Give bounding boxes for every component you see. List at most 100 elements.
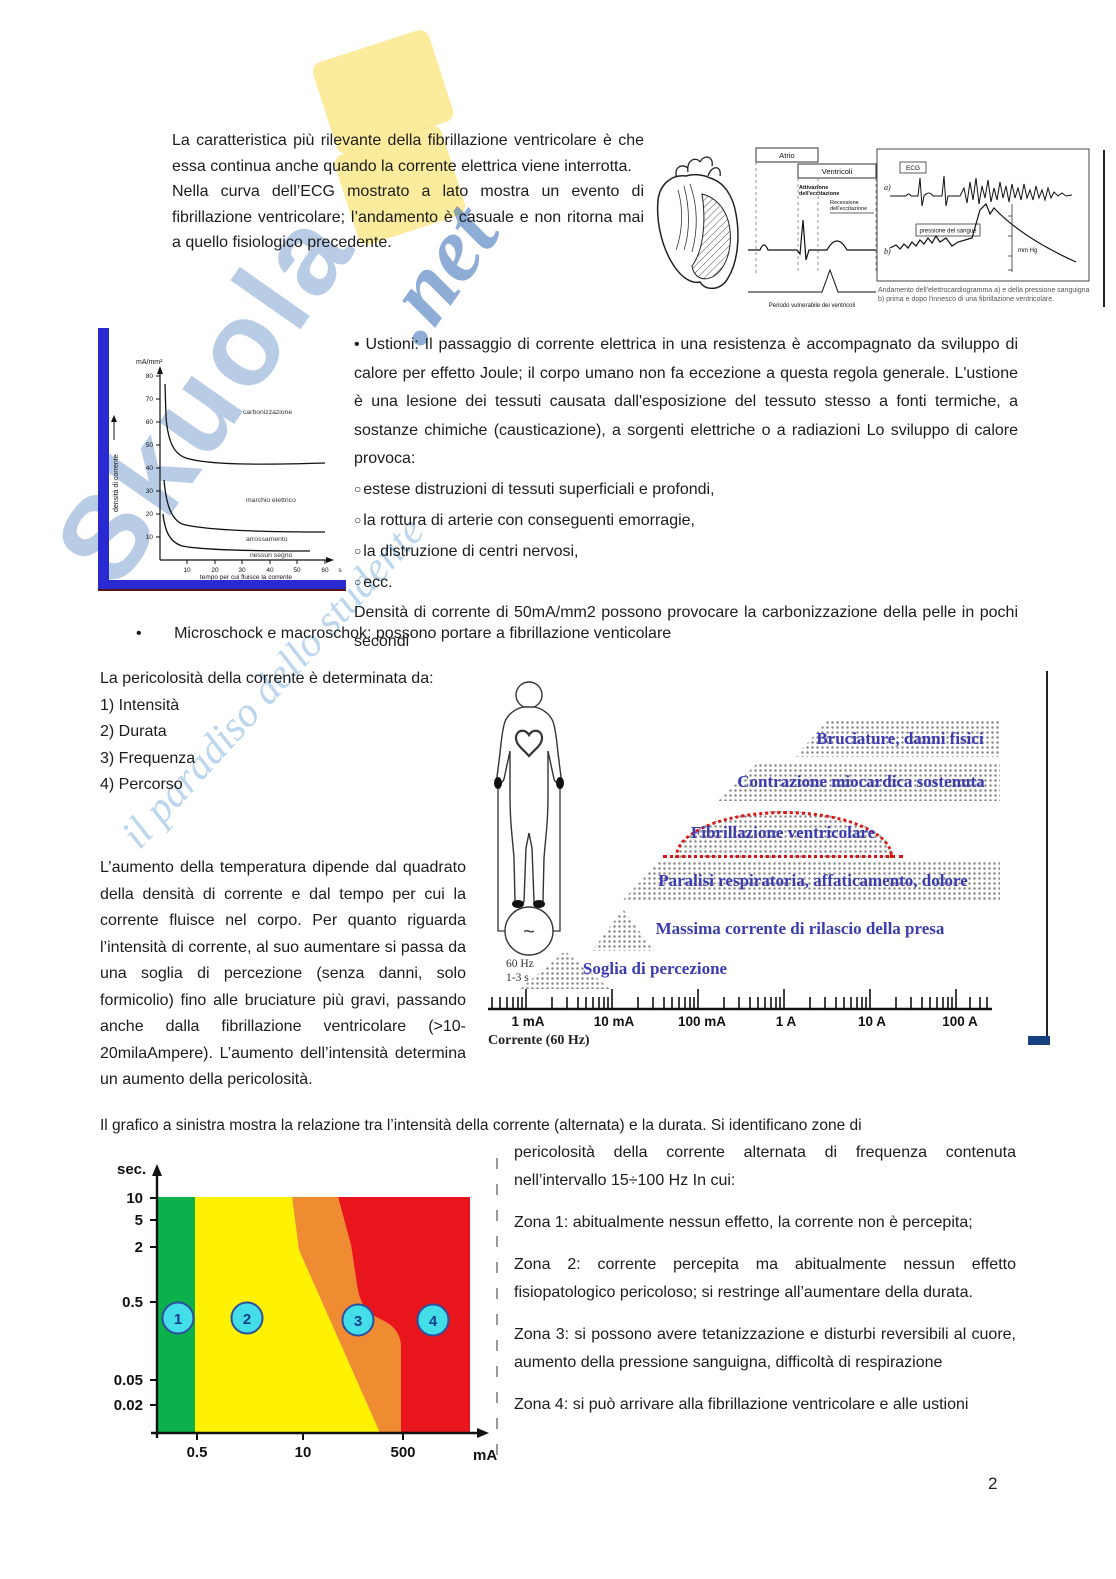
curve-arrossamento (162, 513, 311, 552)
ustioni-paragraph: • Ustioni: Il passaggio di corrente elet… (354, 331, 1018, 474)
zona-2-paragraph: Zona 2: corrente percepita ma abitualmen… (514, 1256, 1016, 1301)
svg-text:2: 2 (243, 1311, 251, 1328)
current-scale-ruler: 1 mA 10 mA 100 mA 1 A 10 A 100 A (488, 989, 992, 1029)
chart-frame-bottom (98, 580, 346, 589)
aumento-paragraph: L’aumento della temperatura dipende dal … (100, 859, 466, 1088)
x-tick-labels: 10 20 30 40 50 60 s (183, 567, 342, 574)
zone-chart-figure: sec. mA 10 5 2 0.5 0.05 0.02 0.5 10 500 … (114, 1161, 498, 1464)
ustioni-list: ○ estese distruzioni di tessuti superfici… (354, 474, 1018, 598)
intro-paragraph-2: Nella curva dell’ECG mostrato a lato mos… (172, 183, 644, 251)
periodo-label: Periodo vulnerabile dei ventricoli (769, 303, 855, 309)
svg-text:0.05: 0.05 (114, 1372, 143, 1389)
curve-marchio-elettrico (163, 479, 326, 533)
right-foot (533, 900, 545, 908)
trace-b-label: b) (884, 247, 891, 256)
ustioni-section: • Ustioni: Il passaggio di corrente elet… (354, 331, 1018, 656)
attivazione-label: Attivazione dell'eccitazione (799, 185, 839, 197)
svg-text:40: 40 (146, 465, 154, 472)
svg-text:30: 30 (238, 567, 246, 574)
y-axis-arrowhead (157, 366, 163, 374)
bullet-dot-icon: • (354, 336, 360, 353)
curve-labels: carbonizzazione marchio elettrico arross… (243, 409, 296, 559)
dashed-guides (755, 162, 877, 274)
zona-3-paragraph: Zona 3: si possono avere tetanizzazione … (514, 1326, 1016, 1371)
svg-text:1 mA: 1 mA (511, 1014, 544, 1029)
ruler-ticks (491, 989, 988, 1009)
ecg-trace (748, 219, 876, 261)
pericolosita-list: 1) Intensità 2) Durata 3) Frequenza 4) P… (100, 693, 445, 799)
zone-badges: 1 2 3 4 (161, 1301, 450, 1337)
circle-bullet-icon: ○ (354, 543, 362, 558)
x-ticks (186, 560, 326, 564)
bullet-dot-icon: • (136, 625, 142, 642)
list-item: ○ la rottura di arterie con conseguenti e… (354, 511, 695, 529)
chart-frame-bottom-edge (98, 589, 346, 591)
list-item: 1) Intensità (100, 696, 180, 714)
svg-text:5: 5 (135, 1212, 143, 1229)
heart-hatched-region (691, 193, 731, 280)
zone-4-red (338, 1197, 470, 1433)
grafico-intro-line: Il grafico a sinistra mostra la relazion… (100, 1117, 862, 1134)
svg-text:3: 3 (354, 1313, 362, 1330)
recessione-label: Recessione dell'eccitazione (830, 200, 867, 212)
svg-text:10: 10 (295, 1444, 312, 1461)
chart-frame-left (98, 328, 109, 589)
left-foot (512, 900, 524, 908)
svg-text:10: 10 (146, 534, 154, 541)
svg-text:30: 30 (146, 488, 154, 495)
y-axis-label: densità di corrente (113, 454, 120, 512)
ecg-label: ECG (906, 165, 920, 172)
pressure-label: pressione del sangue (919, 229, 977, 235)
ecg-label-box (899, 161, 927, 174)
band-paralisi (622, 861, 1000, 901)
pericolosita-intro: La pericolosità della corrente è determi… (100, 670, 434, 687)
right-hand (556, 777, 564, 789)
band-bruciature-label: Bruciature, danni fisici (816, 729, 984, 748)
densita-paragraph: Densità di corrente di 50mA/mm2 possono … (354, 603, 1018, 650)
svg-text:20: 20 (146, 511, 154, 518)
band-contrazione (718, 763, 1000, 801)
heart-icon (514, 729, 544, 758)
ecg-fibrillation-trace (890, 175, 1073, 207)
microschock-text: Microschock e macroschok: possono portar… (174, 625, 672, 642)
atrio-label: Atrio (779, 151, 794, 160)
density-chart-figure: mA/mm² densità di corrente 10 20 30 40 5… (98, 322, 346, 599)
svg-text:10: 10 (183, 567, 191, 574)
svg-text:s: s (338, 567, 342, 574)
zona-1-paragraph: Zona 1: abitualmente nessun effetto, la … (514, 1214, 973, 1231)
band-bruciature (795, 720, 1000, 757)
ecg-pressure-figure: a) ECG b) pressione del sangue mm Hg (876, 148, 1090, 282)
y-tick-labels: 10 5 2 0.5 0.05 0.02 (114, 1190, 143, 1414)
band-contrazione-label: Contrazione miocardica sostenuta (737, 772, 985, 791)
svg-text:70: 70 (146, 396, 154, 403)
pressure-trace (889, 202, 1077, 263)
page-number: 2 (988, 1474, 998, 1493)
svg-text:60: 60 (321, 567, 329, 574)
svg-text:20: 20 (211, 567, 219, 574)
list-item: 3) Frequenza (100, 749, 196, 767)
density-chart: mA/mm² densità di corrente 10 20 30 40 5… (111, 359, 342, 580)
svg-text:500: 500 (390, 1444, 415, 1461)
ac-tilde: ~ (523, 921, 535, 943)
x-axis-label: tempo per cui fluisce la corrente (200, 574, 293, 580)
heart-anatomy-figure (656, 156, 739, 290)
list-item: ○ estese distruzioni di tessuti superfici… (354, 480, 715, 498)
ventricoli-box (797, 163, 877, 179)
zone-text-column: pericolosità della corrente alternata di… (514, 1139, 1016, 1419)
svg-text:50: 50 (146, 442, 154, 449)
column-divider-dashes (496, 1158, 498, 1463)
heart-inner-lines (675, 183, 697, 253)
pressure-axis (1008, 204, 1013, 272)
circle-bullet-icon: ○ (354, 512, 362, 527)
pressure-label-box (915, 223, 981, 237)
y-axis-arrowhead (152, 1164, 162, 1176)
y-unit-label: mA/mm² (136, 359, 163, 366)
band-fibrillazione-label: Fibrillazione ventricolare (690, 823, 876, 842)
zone-text-cont: pericolosità della corrente alternata di… (514, 1144, 1016, 1189)
curve-carbonizzazione (164, 383, 326, 465)
y-ticks (150, 1197, 157, 1406)
svg-text:40: 40 (266, 567, 274, 574)
x-tick-labels: 0.5 10 500 (187, 1444, 416, 1461)
svg-text:10 mA: 10 mA (594, 1014, 635, 1029)
